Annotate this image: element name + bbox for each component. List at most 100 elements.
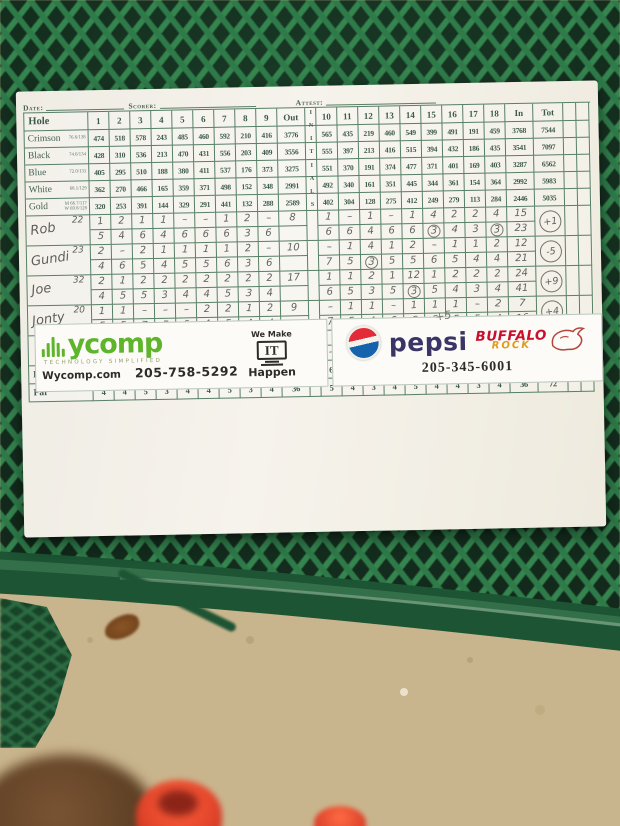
score-cell: 1 [112, 274, 134, 290]
score-cell: 6 [195, 227, 217, 244]
score-cell: – [258, 241, 280, 257]
score-cell: 6 [423, 253, 446, 269]
score-cell: 1 [112, 304, 135, 320]
yardage-cell: 154 [464, 173, 486, 192]
yardage-cell: 394 [421, 140, 444, 158]
score-cell: 6 [318, 225, 340, 241]
total-yardage: 7097 [533, 138, 565, 156]
tee-rating: 72.0/131 [69, 169, 87, 176]
in-score-cell: 7 [508, 296, 538, 313]
shoe-lace-shadow [158, 790, 198, 816]
score-cell: 4 [154, 258, 176, 275]
score-cell: 1 [319, 270, 341, 286]
yardage-cell: 536 [130, 146, 153, 164]
table-rim-and-floor [0, 551, 620, 826]
score-cell: 3 [486, 222, 508, 238]
yardage-cell: 371 [194, 178, 216, 197]
yardage-cell: 362 [89, 180, 111, 199]
initials-cell [308, 270, 320, 302]
yardage-cell: 485 [172, 128, 194, 146]
player-handicap-note: 23 [72, 245, 84, 256]
spare-col [563, 102, 577, 122]
score-cell: 2 [90, 244, 113, 261]
score-cell: – [175, 303, 198, 319]
yardage-cell: 203 [235, 144, 258, 162]
score-cell: 5 [133, 259, 155, 275]
yardage-cell: 470 [172, 145, 195, 163]
tee-name: Blue [28, 168, 47, 179]
out-score-cell: 9 [280, 301, 310, 317]
hole-number: 5 [172, 110, 194, 129]
score-cell: 1 [318, 210, 340, 226]
spare-col [578, 205, 592, 236]
spare-col [577, 171, 591, 189]
yardage-cell: 329 [173, 196, 196, 214]
score-cell: 1 [361, 299, 384, 316]
score-cell: 1 [339, 240, 361, 256]
wycomp-website: Wycomp.com [42, 368, 122, 383]
score-cell: 5 [444, 253, 467, 269]
score-cell: 5 [402, 253, 425, 270]
yardage-cell: 310 [109, 146, 132, 164]
score-cell: 6 [381, 224, 403, 240]
red-shoe-right [314, 806, 366, 826]
score-cell: 5 [217, 287, 239, 303]
score-cell: 2 [237, 211, 259, 228]
buffalo-head-icon [552, 327, 586, 351]
score-cell: 4 [175, 288, 197, 304]
yardage-cell: 435 [337, 125, 359, 143]
yardage-cell: 270 [110, 180, 132, 198]
score-cell: 1 [340, 300, 363, 316]
score-cell: 5 [90, 229, 112, 246]
pepsi-logo-text: pepsi [388, 326, 468, 358]
score-cell: 1 [403, 298, 426, 315]
score-cell: 2 [402, 238, 424, 255]
yardage-cell: 411 [194, 161, 216, 180]
score-cell: 3 [466, 282, 488, 299]
yardage-cell: 510 [131, 163, 153, 181]
tee-name: White [28, 184, 52, 196]
score-cell: 4 [444, 223, 466, 239]
score-cell: 2 [445, 268, 467, 284]
score-cell: 4 [486, 207, 508, 223]
score-cell: – [381, 209, 403, 225]
score-cell: 2 [217, 302, 240, 318]
score-cell: 4 [465, 252, 488, 269]
yardage-cell: 460 [379, 124, 401, 142]
tee-name-cell: Blue 72.0/131 [25, 164, 90, 183]
score-cell: 2 [466, 267, 488, 284]
spare-col [577, 188, 592, 206]
score-cell: 2 [259, 301, 282, 317]
wycomp-phone: 205-758-5292 [134, 363, 239, 381]
yardage-cell: 284 [485, 190, 508, 208]
in-yardage: 3768 [505, 121, 534, 140]
score-cell: 6 [216, 257, 239, 273]
score-cell: 5 [340, 285, 362, 301]
wycomp-logo-text: ycomp [67, 327, 163, 361]
score-cell: 2 [487, 267, 509, 283]
score-cell: 2 [196, 272, 218, 289]
buffalo-rock-phone: 205-345-6001 [421, 359, 514, 376]
yardage-cell: 364 [485, 173, 507, 191]
yardage-cell: 288 [257, 194, 280, 212]
yardage-cell: 441 [215, 195, 238, 213]
out-score-cell: 17 [280, 271, 309, 287]
hole-number: 11 [337, 107, 359, 126]
hole-number: 13 [379, 106, 401, 125]
score-cell: 1 [340, 270, 362, 286]
hole-header-label: Hole [24, 112, 89, 132]
yardage-cell: 351 [380, 175, 402, 193]
yardage-cell: 416 [256, 126, 278, 145]
yardage-cell: 348 [257, 177, 279, 196]
yardage-cell: 249 [422, 191, 445, 209]
yardage-cell: 397 [337, 142, 360, 160]
yardage-cell: 295 [110, 163, 132, 181]
score-cell: 2 [238, 271, 260, 288]
yardage-cell: 191 [463, 122, 485, 141]
score-cell: – [195, 212, 217, 229]
out-score-cell [279, 226, 308, 242]
score-cell: 5 [382, 284, 404, 300]
tee-name-cell: Black 74.6/134 [24, 147, 90, 166]
score-cell: 12 [403, 268, 425, 285]
in-score-cell: 23 [507, 221, 536, 238]
